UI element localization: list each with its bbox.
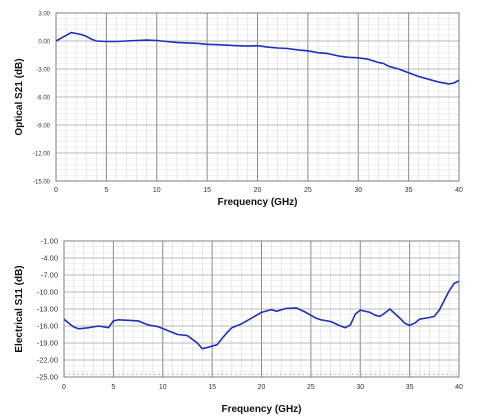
y-tick-label: -22.00 — [37, 356, 58, 365]
x-tick-label: 35 — [405, 187, 413, 194]
y-tick-label: -15.00 — [33, 180, 51, 186]
x-tick-label: 25 — [304, 187, 312, 194]
y-tick-label: -3.00 — [36, 68, 50, 74]
plot-frame — [63, 240, 460, 378]
series-line — [63, 280, 460, 350]
y-tick-label: 3.00 — [38, 12, 50, 18]
y-axis-label: Electrical S11 (dB) — [14, 265, 25, 352]
y-tick-label: -13.00 — [37, 305, 58, 314]
x-tick-label: 5 — [111, 384, 115, 391]
y-tick-label: -12.00 — [33, 152, 51, 158]
x-tick-label: 20 — [258, 384, 266, 391]
x-tick-label: 25 — [307, 384, 315, 391]
x-axis-label: Frequency (GHz) — [217, 197, 297, 208]
x-tick-label: 30 — [356, 384, 364, 391]
x-tick-label: 15 — [203, 187, 211, 194]
x-tick-label: 40 — [455, 187, 463, 194]
x-tick-label: 40 — [455, 384, 463, 391]
y-tick-label: -4.00 — [41, 254, 58, 263]
x-tick-label: 0 — [62, 384, 66, 391]
plot-frame — [55, 12, 460, 182]
optical-s21-chart: 0 5 10 15 20 25 30 35 40 3.00 0.00 -3.00 -6.00 -9.00 -… — [14, 12, 463, 209]
y-tick-label: -25.00 — [37, 373, 58, 382]
x-tick-label: 0 — [54, 187, 58, 194]
x-tick-label: 30 — [354, 187, 362, 194]
x-tick-label: 5 — [104, 187, 108, 194]
x-axis-label: Frequency (GHz) — [221, 404, 301, 415]
y-tick-label: 0.00 — [38, 40, 50, 46]
y-tick-label: -9.00 — [36, 124, 50, 130]
y-tick-label: -7.00 — [41, 271, 58, 280]
y-tick-label: -10.00 — [37, 288, 58, 297]
electrical-s11-chart: 0 5 10 15 20 25 30 35 40 -1.00 -4.00 -7.00 -10.00 -13… — [14, 237, 463, 416]
y-tick-label: -1.00 — [41, 237, 58, 246]
y-axis-label: Optical S21 (dB) — [14, 58, 25, 135]
x-tick-label: 20 — [254, 187, 262, 194]
series-line — [55, 31, 460, 85]
x-tick-label: 15 — [208, 384, 216, 391]
y-tick-label: -19.00 — [37, 339, 58, 348]
x-tick-label: 10 — [159, 384, 167, 391]
x-tick-label: 35 — [406, 384, 414, 391]
y-tick-label: -6.00 — [36, 96, 50, 102]
x-tick-label: 10 — [153, 187, 161, 194]
y-tick-label: -16.00 — [37, 322, 58, 331]
